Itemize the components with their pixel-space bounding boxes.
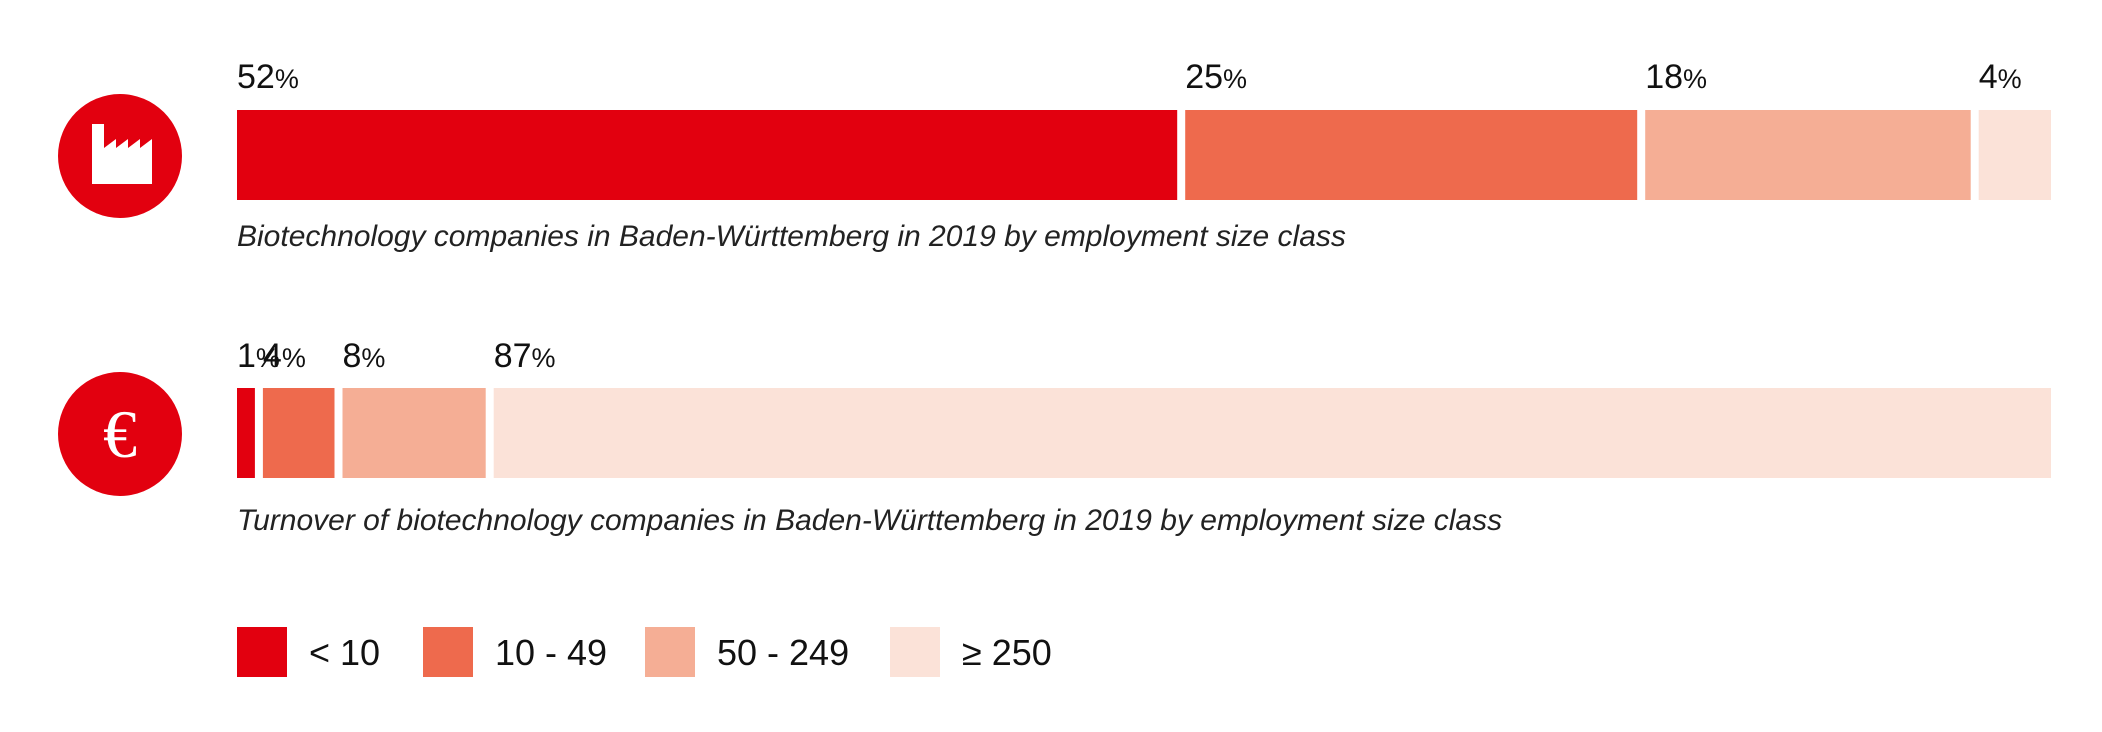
value-number: 25: [1185, 58, 1223, 96]
chart-caption-turnover: Turnover of biotechnology companies in B…: [237, 504, 1502, 537]
value-label-2: 4%: [263, 337, 306, 375]
euro-icon: €: [58, 372, 182, 496]
value-unit: %: [256, 343, 280, 373]
factory-glyph: [92, 124, 152, 184]
value-number: 1: [237, 337, 256, 375]
icon-circle: [58, 372, 182, 496]
factory-icon: [58, 94, 182, 218]
bar-segment-4: [493, 388, 2052, 478]
value-label-3: 18%: [1645, 58, 1707, 96]
value-unit: %: [275, 64, 299, 94]
value-label-3: 8%: [343, 337, 386, 375]
value-label-2: 25%: [1185, 58, 1247, 96]
value-label-4: 4%: [1979, 58, 2022, 96]
value-number: 87: [494, 337, 532, 375]
legend-swatch-2: [423, 627, 473, 677]
euro-glyph: €: [103, 396, 137, 472]
value-label-4: 87%: [494, 337, 556, 375]
legend-swatch-3: [645, 627, 695, 677]
value-number: 52: [237, 58, 275, 96]
bar-segment-2: [262, 388, 335, 478]
bar-segment-1: [237, 388, 255, 478]
value-unit: %: [532, 343, 556, 373]
legend-swatch-4: [890, 627, 940, 677]
bar-segment-1: [237, 110, 1178, 200]
value-label-1: 52%: [237, 58, 299, 96]
value-labels-turnover: 1%4% 8% 87%: [237, 337, 556, 375]
value-unit: %: [282, 343, 306, 373]
value-unit: %: [1223, 64, 1247, 94]
bar-group-companies: [237, 110, 2051, 200]
value-labels-companies: 52% 25% 18% 4%: [237, 58, 2022, 96]
bar-segment-4: [1978, 110, 2051, 200]
legend-label-2: 10 - 49: [495, 632, 607, 673]
bar-group-turnover: [237, 388, 2052, 478]
value-number: 4: [263, 337, 282, 375]
chart-caption-companies: Biotechnology companies in Baden-Württem…: [237, 220, 1346, 253]
legend: < 10 10 - 49 50 - 249 ≥ 250: [237, 627, 1052, 677]
value-label-1: 1%: [237, 337, 280, 375]
legend-label-3: 50 - 249: [717, 632, 849, 673]
legend-label-1: < 10: [309, 632, 380, 673]
value-number: 18: [1645, 58, 1683, 96]
bar-segment-3: [1645, 110, 1971, 200]
value-unit: %: [361, 343, 385, 373]
bar-segment-2: [1185, 110, 1638, 200]
value-number: 4: [1979, 58, 1998, 96]
legend-label-4: ≥ 250: [962, 632, 1052, 673]
bar-segment-3: [342, 388, 486, 478]
value-unit: %: [1998, 64, 2022, 94]
legend-swatch-1: [237, 627, 287, 677]
value-number: 8: [343, 337, 362, 375]
value-unit: %: [1683, 64, 1707, 94]
